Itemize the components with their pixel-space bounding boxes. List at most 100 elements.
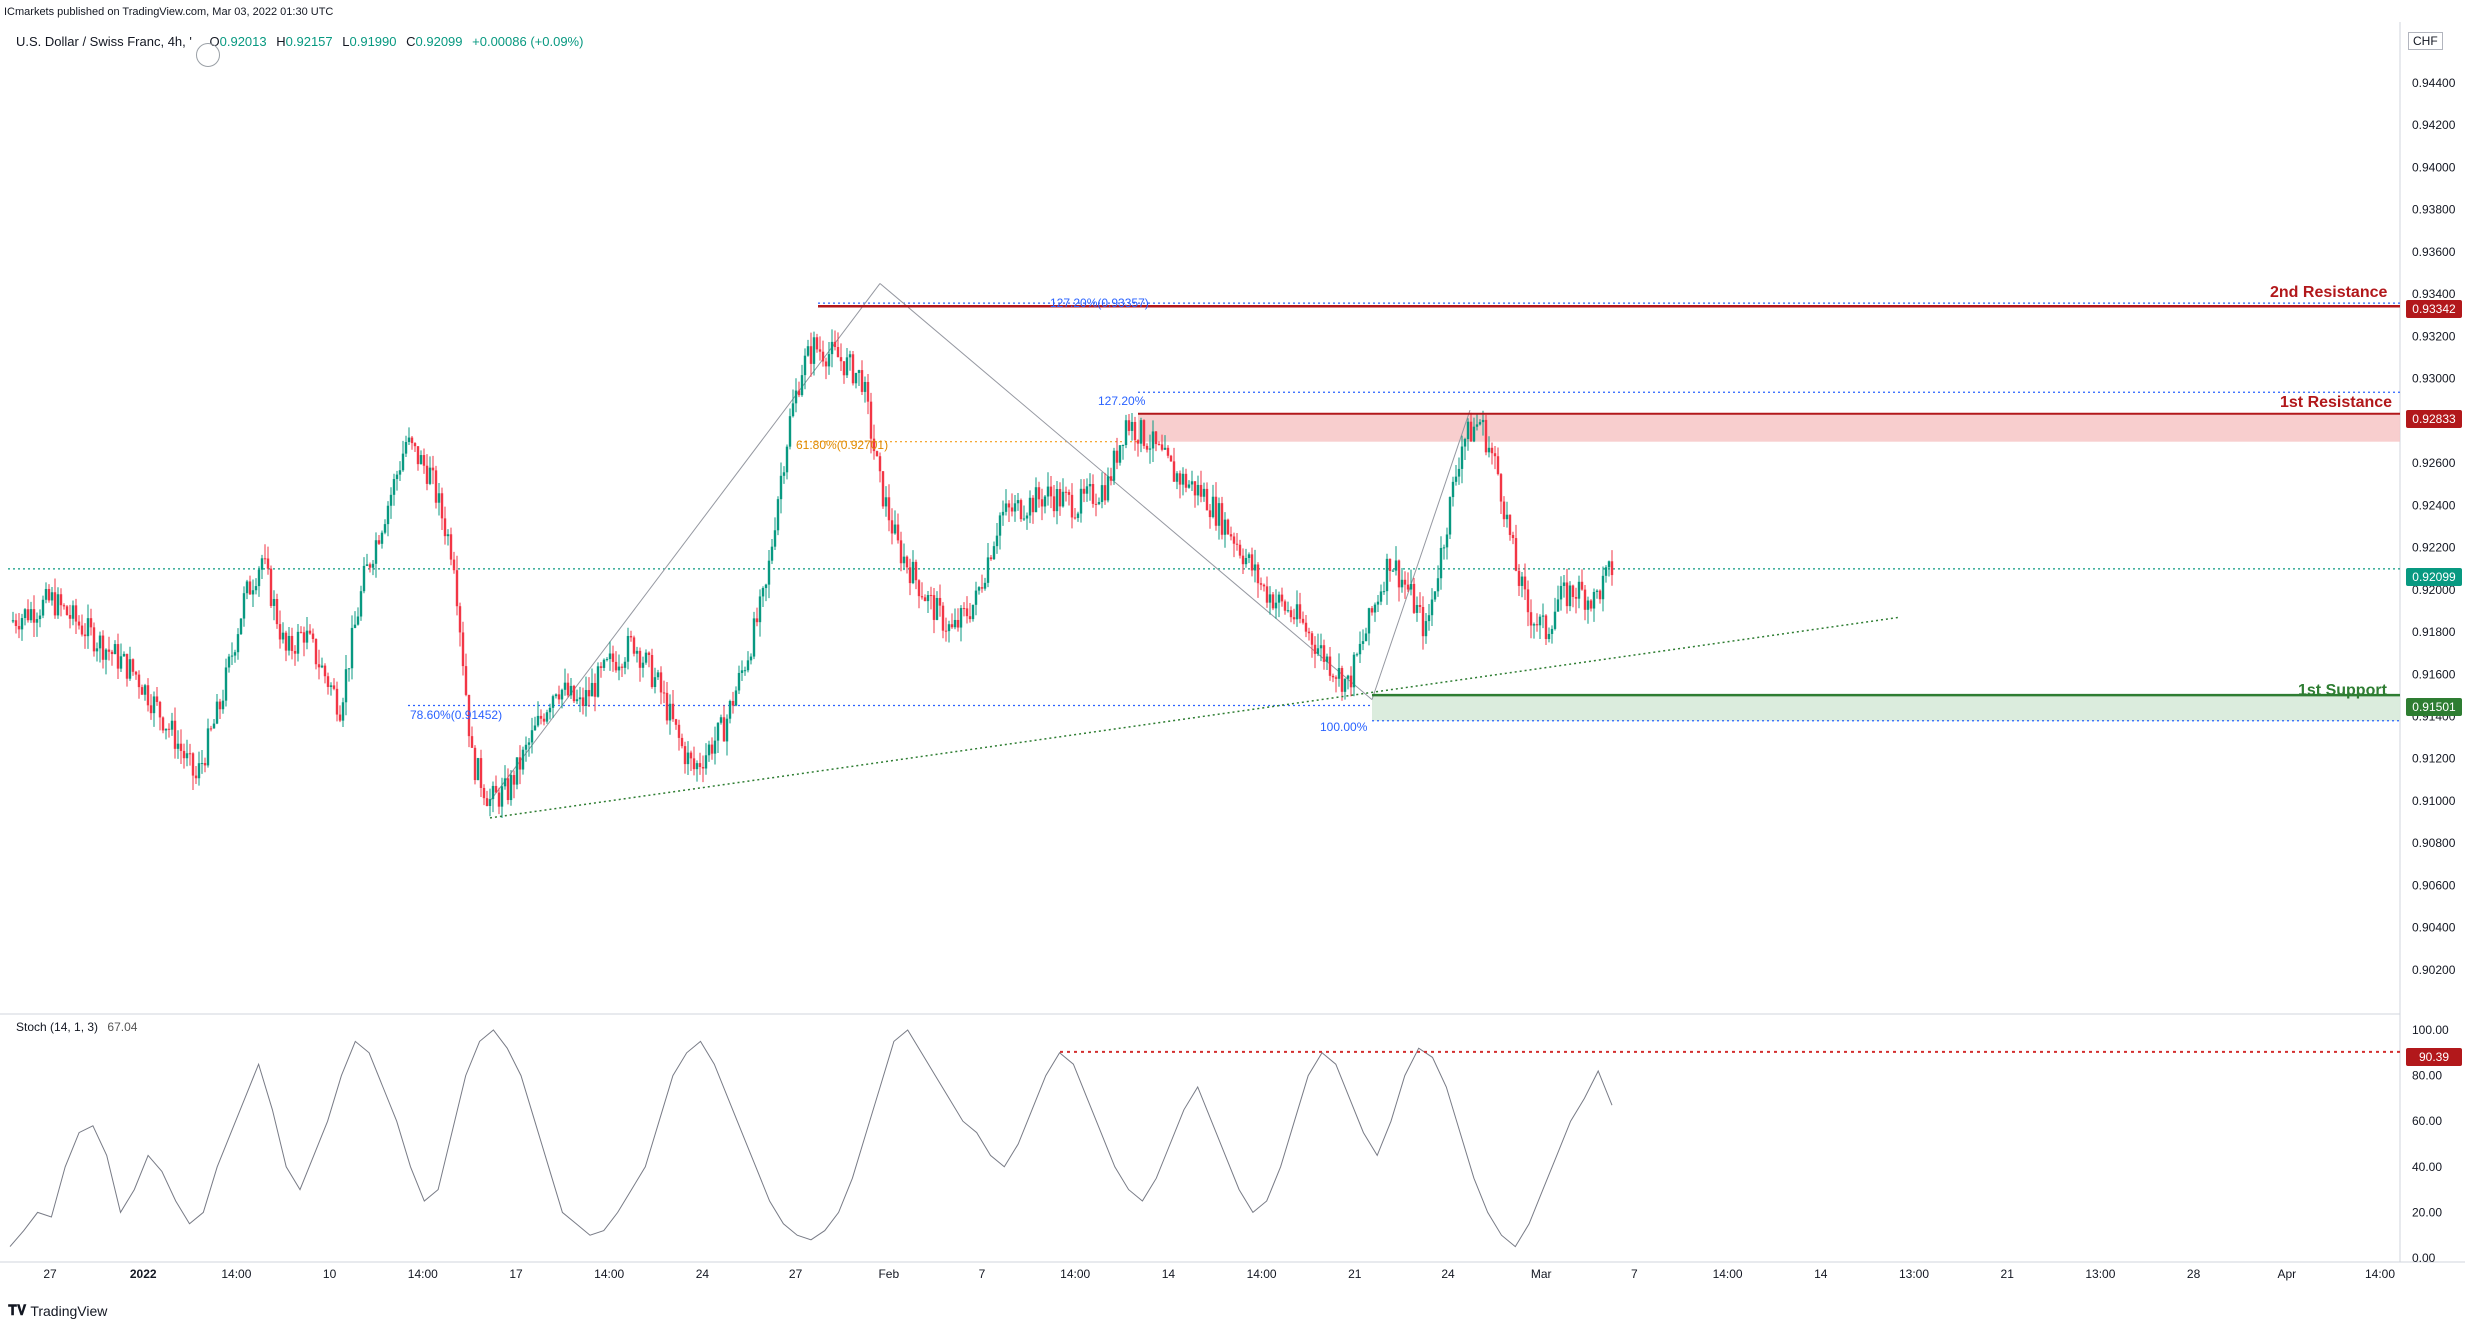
price-tick-label: 0.92400 — [2412, 498, 2456, 512]
candle-body — [1595, 590, 1599, 592]
price-tick-label: 0.93000 — [2412, 372, 2456, 386]
candle-body — [497, 792, 501, 807]
candle-body — [767, 560, 771, 585]
candle-body — [221, 700, 225, 710]
tradingview-logo[interactable]: 𝐓𝐕 TradingView — [8, 1302, 107, 1319]
candle-body — [371, 563, 375, 568]
candle-body — [278, 624, 282, 640]
candle-body — [173, 720, 177, 749]
tv-logo-icon: 𝐓𝐕 — [8, 1302, 27, 1318]
time-tick-label: 21 — [1348, 1267, 1362, 1281]
second-resistance-badge: 0.93342 — [2406, 300, 2462, 318]
candle-body — [728, 701, 732, 719]
candle-body — [113, 644, 117, 655]
candle-body — [845, 357, 849, 376]
candle-body — [1418, 604, 1422, 608]
candle-body — [788, 416, 792, 447]
candle-body — [74, 605, 78, 622]
candle-body — [104, 649, 108, 660]
candle-body — [317, 664, 321, 668]
candle-body — [773, 530, 777, 547]
candle-body — [1190, 481, 1194, 485]
candle-body — [1388, 558, 1392, 572]
candle-body — [629, 635, 633, 638]
candle-body — [185, 753, 189, 759]
resistance-zone — [1138, 413, 2400, 442]
candle-body — [1457, 468, 1461, 477]
candle-body — [1358, 643, 1362, 655]
candle-body — [1367, 608, 1371, 634]
zones — [1138, 413, 2400, 721]
candle-body — [677, 724, 681, 738]
candle-body — [1295, 604, 1299, 620]
candle-body — [1256, 564, 1260, 584]
candle-body — [698, 763, 702, 768]
fib-1272-top-label: 127.20%(0.93357) — [1050, 296, 1149, 310]
candle-body — [1184, 473, 1188, 488]
candle-body — [914, 561, 918, 581]
candle-body — [1022, 518, 1026, 520]
time-tick-label: 14:00 — [2365, 1267, 2395, 1281]
stoch-tick-label: 40.00 — [2412, 1160, 2442, 1174]
candle-body — [1274, 602, 1278, 609]
time-tick-label: 27 — [789, 1267, 803, 1281]
symbol-label[interactable]: U.S. Dollar / Swiss Franc, 4h, ' — [16, 34, 192, 49]
candle-body — [353, 624, 357, 628]
candle-body — [929, 595, 933, 597]
candle-body — [1259, 583, 1263, 585]
logo-text: TradingView — [30, 1302, 108, 1319]
candle-body — [311, 633, 315, 640]
candle-body — [563, 682, 567, 690]
time-tick-label: Apr — [2277, 1267, 2296, 1281]
candle-body — [1037, 487, 1041, 500]
candle-body — [1340, 668, 1344, 692]
candle-body — [1313, 644, 1317, 654]
candle-body — [212, 723, 216, 729]
candle-body — [1181, 473, 1185, 485]
candle-body — [599, 666, 603, 668]
candle-body — [608, 653, 612, 660]
candle-body — [410, 437, 414, 444]
candle-body — [974, 590, 978, 605]
time-tick-label: 14:00 — [408, 1267, 438, 1281]
candle-body — [1412, 583, 1416, 613]
candle-body — [1085, 486, 1089, 494]
candle-body — [1490, 447, 1494, 454]
fib-618-label: 61.80%(0.92701) — [796, 438, 889, 452]
candle-body — [521, 749, 525, 770]
open-key: O — [209, 34, 220, 49]
candle-body — [1541, 615, 1545, 617]
candle-body — [1106, 476, 1110, 501]
candle-body — [137, 674, 141, 688]
candle-body — [77, 621, 81, 626]
candle-body — [1052, 496, 1056, 512]
candle-body — [695, 763, 699, 770]
candle-body — [959, 608, 963, 628]
candle-body — [1079, 488, 1083, 514]
candle-body — [821, 351, 825, 362]
time-tick-label: 27 — [43, 1267, 57, 1281]
candles — [11, 329, 1614, 819]
candle-body — [899, 540, 903, 564]
candle-body — [1433, 591, 1437, 600]
candle-body — [779, 475, 783, 500]
candle-body — [1598, 590, 1602, 600]
candle-body — [1175, 473, 1179, 482]
low-key: L — [342, 34, 350, 49]
candle-body — [1445, 534, 1449, 548]
candle-body — [1466, 421, 1470, 440]
candle-body — [1169, 455, 1173, 462]
candle-body — [167, 728, 171, 730]
candle-body — [671, 703, 675, 720]
candle-body — [1088, 483, 1092, 487]
candle-body — [473, 747, 477, 781]
candle-body — [911, 561, 915, 584]
stoch-label[interactable]: Stoch (14, 1, 3) — [16, 1020, 99, 1034]
candle-body — [1544, 615, 1548, 640]
candle-body — [626, 635, 630, 662]
currency-label: CHF — [2408, 32, 2443, 50]
candle-body — [650, 655, 654, 688]
candle-body — [1280, 594, 1284, 602]
candle-body — [1604, 567, 1608, 576]
candle-body — [416, 446, 420, 465]
